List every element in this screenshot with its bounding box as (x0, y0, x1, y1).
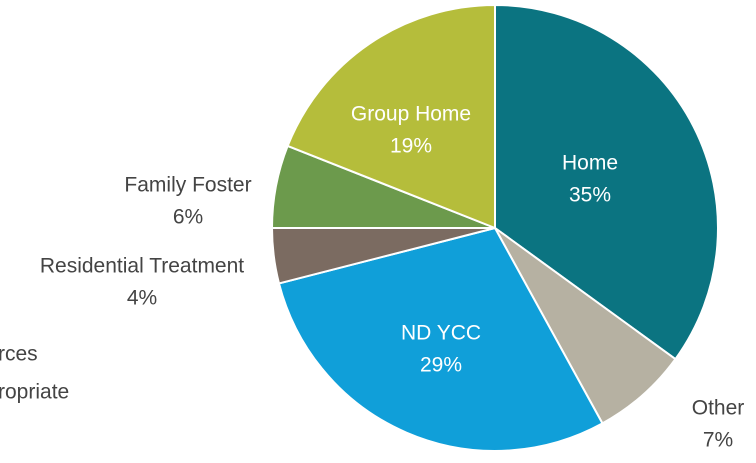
slice-label: ND YCC (401, 322, 481, 345)
slice-value-label: 7% (703, 429, 733, 452)
slice-label: Group Home (351, 103, 471, 126)
slice-label: Residential Treatment (40, 255, 244, 278)
pie-slice (286, 3, 496, 230)
slice-label: Home (562, 152, 618, 175)
annotation: ropriate (0, 381, 69, 404)
pie-slice (494, 3, 719, 361)
slice-value-label: 29% (420, 354, 462, 377)
slice-value-label: 6% (173, 206, 203, 229)
slice-value-label: 4% (127, 287, 157, 310)
slice-value-label: 19% (390, 135, 432, 158)
slice-label: Family Foster (124, 174, 251, 197)
slice-value-label: 35% (569, 184, 611, 207)
pie-slice (277, 226, 604, 452)
annotation: rces (0, 343, 38, 366)
slice-label: Other (692, 397, 745, 420)
